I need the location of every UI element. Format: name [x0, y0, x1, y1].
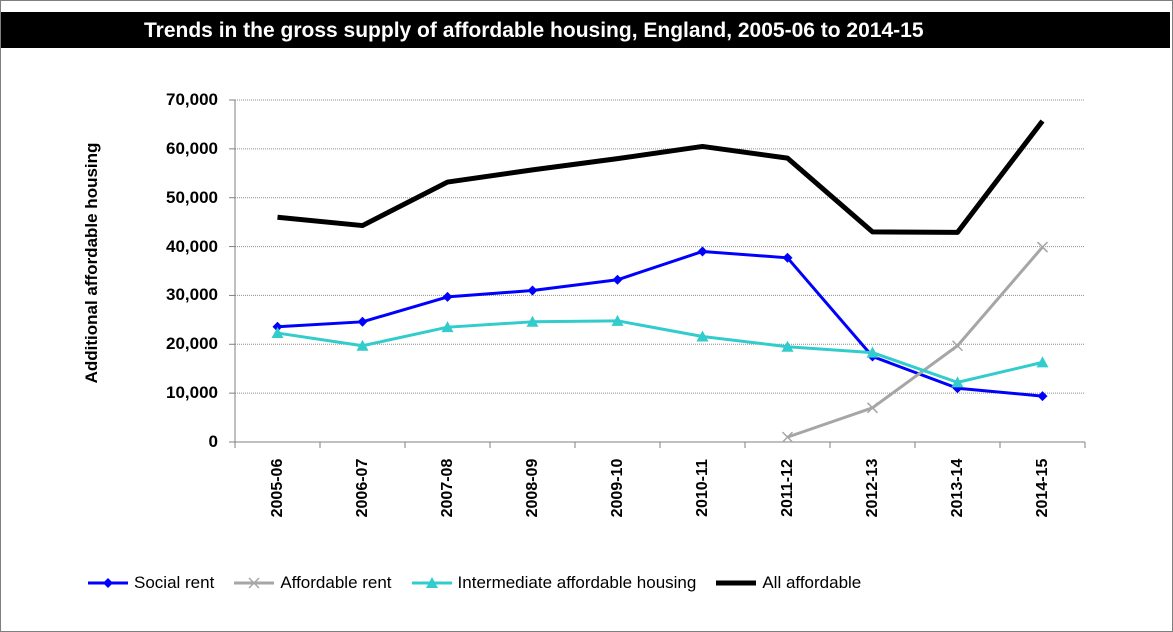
x-tick-label: 2006-07: [353, 458, 371, 518]
data-point-intermediate-affordable-housing: [271, 327, 284, 339]
series-line-all-affordable: [277, 119, 1045, 235]
legend-label: Affordable rent: [280, 573, 392, 592]
data-point-intermediate-affordable-housing: [866, 346, 879, 358]
legend-label: Social rent: [134, 573, 215, 592]
x-tick-label: 2009-10: [608, 458, 626, 518]
data-point-social-rent: [272, 321, 283, 332]
data-point-social-rent: [612, 274, 623, 285]
x-tick-label: 2010-11: [693, 459, 711, 517]
y-tick-label: 50,000: [166, 187, 218, 207]
legend-item-all-affordable: All affordable: [714, 573, 861, 593]
data-point-intermediate-affordable-housing: [611, 314, 624, 326]
series-line-social-rent: [277, 249, 1043, 398]
data-point-affordable-rent: [866, 402, 879, 414]
legend-item-affordable-rent: Affordable rent: [232, 573, 392, 593]
y-tick-label: 70,000: [166, 90, 218, 109]
data-point-social-rent: [1037, 391, 1048, 402]
legend-swatch: [716, 580, 757, 586]
y-tick-label: 60,000: [166, 138, 218, 158]
data-point-social-rent: [357, 316, 368, 327]
title-bar: [1, 12, 1170, 48]
data-point-social-rent: [697, 246, 708, 257]
legend-swatch: [234, 577, 275, 589]
y-tick-label: 30,000: [166, 285, 218, 305]
x-tick-label: 2007-08: [438, 458, 456, 518]
series-line-affordable-rent: [787, 246, 1044, 439]
data-point-intermediate-affordable-housing: [356, 339, 369, 351]
x-tick-label: 2013-14: [948, 458, 966, 518]
x-tick-label: 2011-12: [778, 459, 796, 517]
legend-label: All affordable: [762, 573, 862, 592]
data-point-affordable-rent: [951, 340, 964, 352]
legend-swatch: [411, 577, 452, 588]
legend-item-intermediate-affordable-housing: Intermediate affordable housing: [410, 573, 697, 593]
legend-swatch: [88, 578, 128, 588]
chart-title: Trends in the gross supply of affordable…: [144, 19, 924, 42]
x-tick-label: 2005-06: [268, 458, 286, 518]
x-tick-label: 2012-13: [863, 458, 881, 518]
data-point-affordable-rent: [781, 431, 794, 443]
y-tick-label: 40,000: [166, 236, 218, 256]
data-point-affordable-rent: [1036, 241, 1049, 253]
x-tick-label: 2014-15: [1033, 458, 1051, 518]
data-point-social-rent: [442, 291, 453, 302]
data-point-intermediate-affordable-housing: [951, 376, 964, 388]
data-point-intermediate-affordable-housing: [526, 315, 539, 327]
data-point-intermediate-affordable-housing: [781, 340, 794, 352]
legend-item-social-rent: Social rent: [86, 573, 214, 593]
redacted-logo: [8, 20, 136, 40]
series-line-intermediate-affordable-housing: [277, 319, 1043, 384]
x-tick-label: 2008-09: [523, 458, 541, 518]
legend: Social rent Affordable rent Intermediate a…: [86, 570, 879, 596]
data-point-intermediate-affordable-housing: [441, 321, 454, 333]
y-tick-label: 0: [208, 432, 218, 451]
data-point-social-rent: [782, 252, 793, 263]
y-tick-label: 10,000: [166, 383, 218, 403]
data-point-intermediate-affordable-housing: [1036, 356, 1049, 368]
data-point-intermediate-affordable-housing: [696, 330, 709, 342]
legend-label: Intermediate affordable housing: [457, 573, 697, 592]
y-tick-label: 20,000: [166, 334, 218, 354]
data-point-social-rent: [527, 285, 538, 296]
